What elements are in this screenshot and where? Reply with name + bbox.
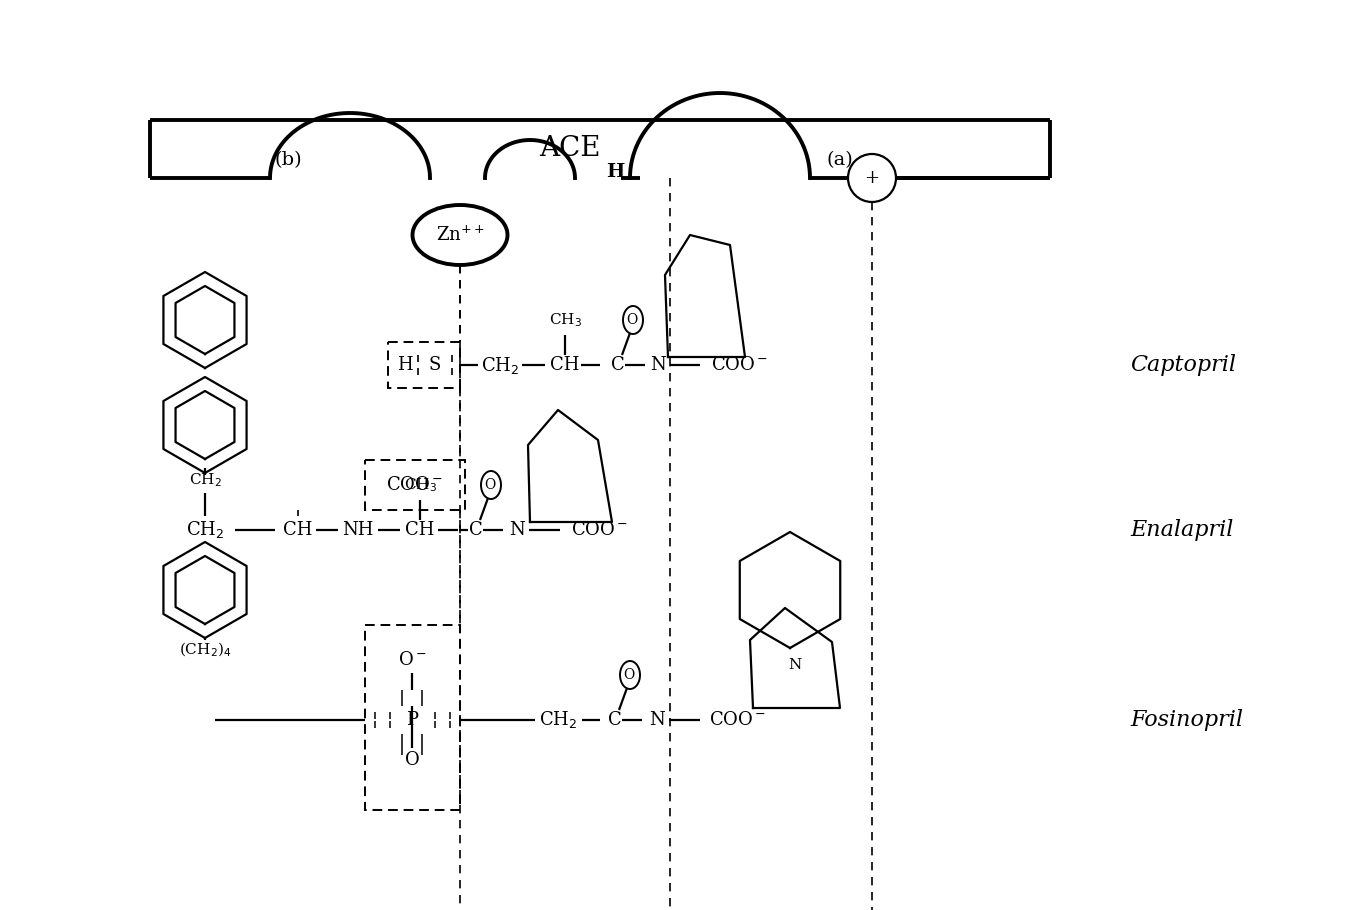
Text: CH$_3$: CH$_3$: [403, 476, 436, 494]
Text: COO$^-$: COO$^-$: [387, 476, 443, 494]
Text: (a): (a): [826, 151, 853, 169]
Text: N: N: [650, 356, 665, 374]
Text: N: N: [649, 711, 665, 729]
Text: H: H: [397, 356, 413, 374]
Text: O: O: [484, 478, 495, 492]
Text: COO$^-$: COO$^-$: [712, 356, 768, 374]
Text: CH: CH: [550, 356, 580, 374]
Text: NH: NH: [342, 521, 373, 539]
Text: O: O: [623, 668, 635, 682]
Text: S: S: [429, 356, 442, 374]
Text: H: H: [606, 163, 624, 181]
Text: C: C: [608, 711, 622, 729]
FancyBboxPatch shape: [365, 625, 460, 810]
Ellipse shape: [623, 306, 643, 334]
Text: COO$^-$: COO$^-$: [571, 521, 628, 539]
Text: COO$^-$: COO$^-$: [709, 711, 767, 729]
Text: (CH$_2$)$_4$: (CH$_2$)$_4$: [178, 641, 232, 659]
Text: Zn$^{++}$: Zn$^{++}$: [436, 226, 484, 245]
Text: (b): (b): [274, 151, 302, 169]
Ellipse shape: [620, 661, 639, 689]
Text: C: C: [611, 356, 624, 374]
Text: Enalapril: Enalapril: [1131, 519, 1233, 541]
Text: N: N: [789, 658, 801, 672]
Ellipse shape: [482, 471, 501, 499]
Text: CH$_2$: CH$_2$: [539, 710, 578, 731]
Text: O: O: [627, 313, 638, 327]
Text: N: N: [509, 521, 525, 539]
Text: C: C: [469, 521, 483, 539]
Text: CH$_2$: CH$_2$: [480, 355, 519, 376]
FancyBboxPatch shape: [388, 342, 460, 388]
Text: CH: CH: [405, 521, 435, 539]
Text: O: O: [405, 751, 420, 769]
Text: Captopril: Captopril: [1131, 354, 1236, 376]
Text: CH$_3$: CH$_3$: [549, 311, 582, 329]
Text: Fosinopril: Fosinopril: [1131, 709, 1243, 731]
Text: CH$_2$: CH$_2$: [185, 520, 224, 541]
Text: CH: CH: [283, 521, 313, 539]
Text: CH$_2$: CH$_2$: [188, 471, 221, 489]
Text: P: P: [406, 711, 418, 729]
FancyBboxPatch shape: [365, 460, 465, 510]
Text: O$^-$: O$^-$: [398, 651, 427, 669]
Text: +: +: [864, 169, 879, 187]
Text: ACE: ACE: [539, 135, 601, 161]
